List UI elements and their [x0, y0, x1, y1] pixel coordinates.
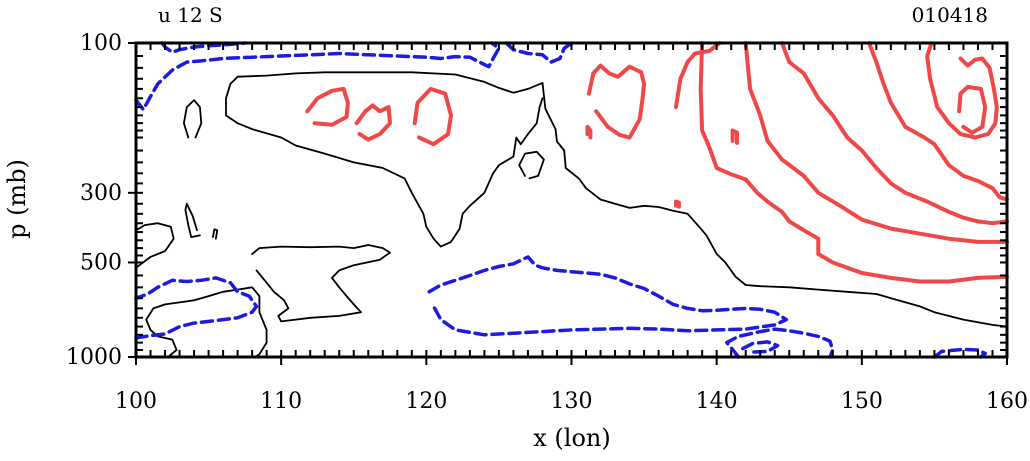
- contour-pos-20: [586, 63, 647, 140]
- contour-lines: [134, 41, 1009, 359]
- contour-zero-6: [225, 97, 544, 248]
- contour-pos-17: [305, 86, 350, 127]
- contour-pos-27: [780, 41, 1009, 226]
- contour-pos-26: [743, 41, 1009, 244]
- contour-pos-22: [730, 128, 739, 145]
- contour-neg-13: [725, 327, 835, 359]
- y-tick-label: 300: [80, 181, 122, 206]
- contour-neg-10: [134, 41, 501, 112]
- contour-pos-23: [674, 199, 681, 209]
- contour-neg-15: [932, 347, 987, 359]
- contour-zero-7: [518, 150, 545, 180]
- contour-pos-29: [925, 41, 999, 140]
- contour-neg-16: [504, 41, 574, 64]
- x-tick-label: 150: [841, 389, 883, 414]
- contour-neg-14: [741, 340, 780, 354]
- contour-pos-18: [354, 103, 392, 142]
- x-axis-label: x (lon): [533, 424, 610, 452]
- y-tick-label: 500: [80, 250, 122, 275]
- plot-frame: [134, 41, 1009, 359]
- y-axis-ticks: 100 300 500 1000: [66, 31, 136, 370]
- x-tick-label: 100: [115, 389, 157, 414]
- contour-zero-1: [135, 222, 175, 269]
- plot-border: [134, 41, 1009, 359]
- x-tick-label: 120: [405, 389, 447, 414]
- y-axis-label: p (mb): [3, 159, 31, 239]
- title-left: u 12 S: [158, 3, 223, 27]
- x-tick-label: 130: [551, 389, 593, 414]
- contour-pos-19: [412, 86, 453, 147]
- x-tick-label: 140: [696, 389, 738, 414]
- x-tick-label: 110: [260, 389, 302, 414]
- y-tick-label: 100: [80, 31, 122, 56]
- x-tick-label: 160: [986, 389, 1028, 414]
- contour-pos-30: [957, 84, 988, 135]
- contour-zero-8: [251, 244, 391, 323]
- contour-neg-9: [134, 276, 259, 340]
- contour-zero-5: [225, 71, 1008, 328]
- contour-zero-4: [183, 99, 203, 139]
- x-axis-ticks: 100 110 120 130 140 150 160: [115, 357, 1028, 414]
- contour-pos-24: [674, 41, 722, 110]
- contour-zero-2: [184, 202, 201, 238]
- title-right: 010418: [912, 3, 988, 27]
- contour-pos-25: [698, 41, 1009, 284]
- y-tick-label: 1000: [66, 345, 122, 370]
- contour-pos-28: [867, 41, 1009, 202]
- contour-neg-12: [427, 255, 789, 337]
- contour-zero-3: [212, 228, 219, 240]
- contour-pos-21: [585, 124, 593, 140]
